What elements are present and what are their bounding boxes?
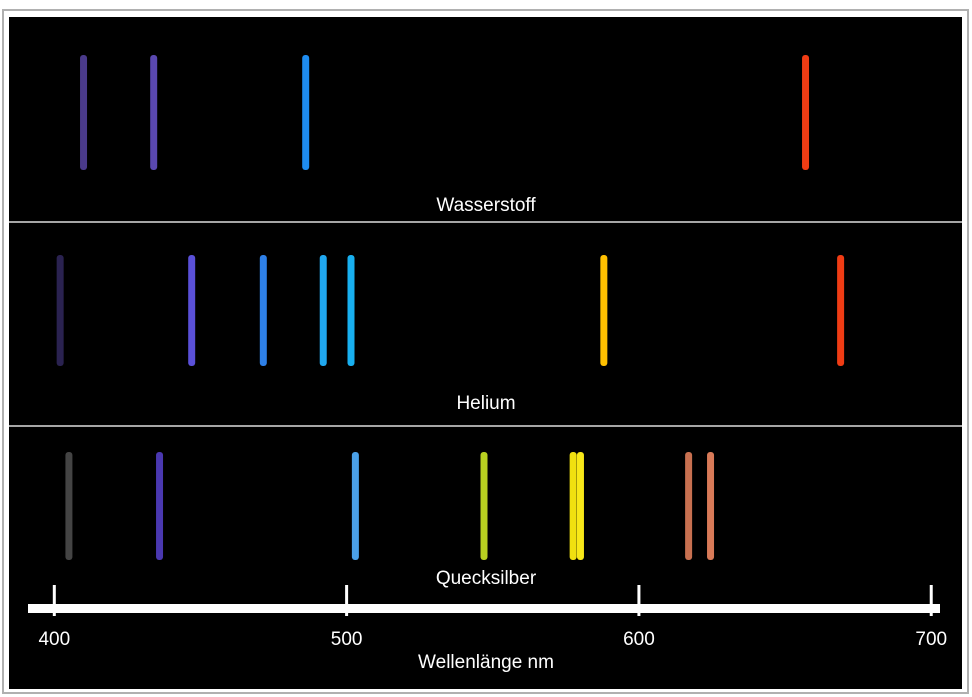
spectral-line (570, 452, 577, 560)
panel-label: Helium (456, 393, 515, 414)
axis-bar (28, 604, 940, 613)
x-axis-label: Wellenlänge nm (418, 652, 554, 673)
spectral-line (65, 452, 72, 560)
spectral-line (348, 255, 355, 366)
spectral-line (707, 452, 714, 560)
spectral-line (150, 55, 157, 170)
spectral-line (320, 255, 327, 366)
spectral-line (302, 55, 309, 170)
spectral-line (188, 255, 195, 366)
spectral-line (260, 255, 267, 366)
spectral-line (80, 55, 87, 170)
spectral-line (600, 255, 607, 366)
spectral-line (577, 452, 584, 560)
x-tick-label: 500 (331, 629, 363, 650)
x-tick-label: 600 (623, 629, 655, 650)
spectral-line (156, 452, 163, 560)
spectral-line (352, 452, 359, 560)
figure: Wellenlänge nm 400 500 600 700 Wasserstoff He… (0, 0, 972, 697)
x-tick-label: 700 (915, 629, 947, 650)
panel-label: Quecksilber (436, 568, 537, 589)
spectral-line (685, 452, 692, 560)
x-tick-label: 400 (38, 629, 70, 650)
spectral-line (802, 55, 809, 170)
spectral-line (57, 255, 64, 366)
panel-label: Wasserstoff (436, 195, 536, 216)
spectral-line (837, 255, 844, 366)
spectral-line (481, 452, 488, 560)
